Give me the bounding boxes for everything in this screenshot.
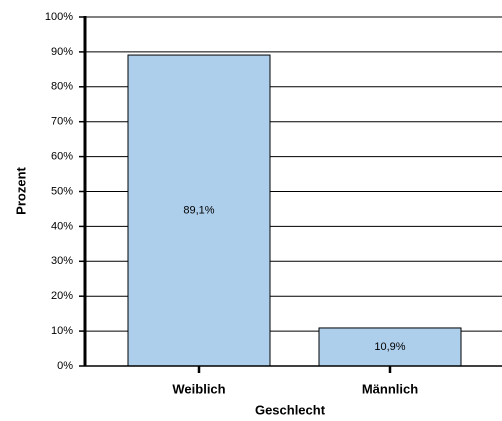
x-axis-label: Geschlecht (255, 402, 326, 417)
y-tick-label: 30% (51, 255, 73, 267)
y-tick-label: 60% (51, 151, 73, 163)
y-tick-label: 90% (51, 46, 73, 58)
x-tick-label: Männlich (362, 381, 418, 396)
data-label: 89,1% (183, 204, 214, 216)
y-tick-label: 70% (51, 116, 73, 128)
y-axis-label: Prozent (13, 166, 28, 214)
x-tick-label: Weiblich (172, 381, 225, 396)
y-tick-label: 100% (45, 11, 73, 23)
y-tick-label: 40% (51, 220, 73, 232)
bar (318, 327, 462, 367)
y-tick-label: 50% (51, 185, 73, 197)
data-label: 10,9% (374, 341, 405, 353)
y-tick-label: 10% (51, 325, 73, 337)
y-tick-label: 80% (51, 81, 73, 93)
y-tick-label: 20% (51, 290, 73, 302)
y-tick-label: 0% (57, 360, 73, 372)
